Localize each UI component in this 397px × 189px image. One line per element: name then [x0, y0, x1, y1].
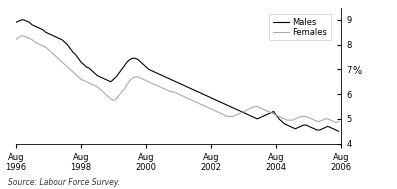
Males: [19, 19, 24, 21]
Legend: Males, Females: Males, Females: [269, 14, 331, 40]
Males: [84, 66, 89, 68]
Females: [19, 35, 24, 37]
Males: [336, 130, 341, 132]
Females: [333, 122, 338, 124]
Females: [195, 102, 200, 104]
Y-axis label: %: %: [353, 66, 362, 76]
Females: [239, 112, 243, 114]
Males: [239, 110, 243, 113]
Line: Females: Females: [16, 36, 339, 123]
Females: [84, 81, 89, 83]
Females: [328, 119, 333, 121]
Females: [271, 113, 276, 115]
Males: [13, 21, 18, 24]
Males: [195, 91, 200, 93]
Line: Males: Males: [16, 20, 339, 131]
Males: [103, 78, 108, 81]
Males: [328, 126, 333, 129]
Females: [336, 120, 341, 122]
Females: [13, 39, 18, 41]
Males: [271, 110, 276, 113]
Text: Source: Labour Force Survey.: Source: Labour Force Survey.: [8, 178, 120, 187]
Females: [103, 93, 108, 95]
